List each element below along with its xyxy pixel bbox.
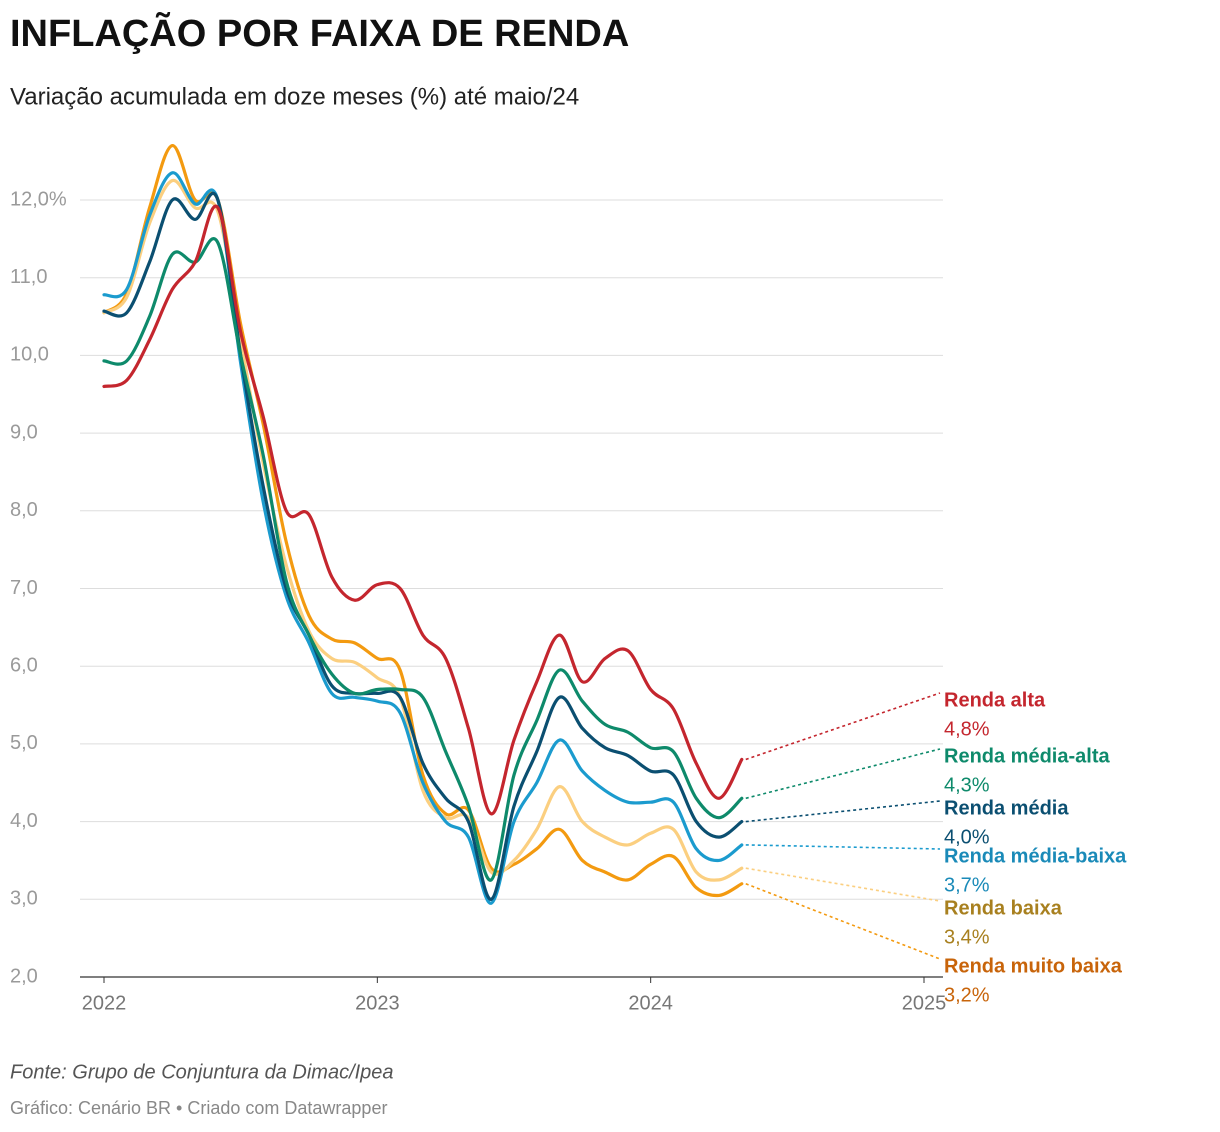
series-line bbox=[102, 237, 744, 882]
value-label: 4,3% bbox=[944, 774, 990, 796]
y-tick-label: 10,0 bbox=[10, 344, 49, 366]
y-tick-label: 5,0 bbox=[10, 732, 38, 754]
label-connector bbox=[745, 748, 941, 800]
series-line bbox=[102, 191, 744, 901]
y-tick-label: 9,0 bbox=[10, 421, 38, 443]
y-tick-label: 11,0 bbox=[10, 266, 47, 288]
label-connector bbox=[745, 883, 941, 960]
value-label: 4,0% bbox=[944, 826, 990, 848]
label-connector bbox=[745, 867, 941, 902]
legend-label: Renda baixa bbox=[944, 897, 1063, 919]
x-tick-label: 2023 bbox=[355, 992, 400, 1014]
credit: Gráfico: Cenário BR • Criado com Datawra… bbox=[10, 1098, 387, 1118]
legend-label: Renda alta bbox=[944, 689, 1046, 711]
chart-subtitle: Variação acumulada em doze meses (%) até… bbox=[10, 83, 579, 110]
y-tick-label: 2,0 bbox=[10, 965, 38, 987]
chart-title: INFLAÇÃO POR FAIXA DE RENDA bbox=[10, 11, 629, 55]
label-connector bbox=[745, 800, 941, 823]
value-label: 3,7% bbox=[944, 874, 990, 896]
y-tick-label: 8,0 bbox=[10, 499, 38, 521]
y-tick-label: 6,0 bbox=[10, 654, 38, 676]
series-line bbox=[102, 204, 744, 816]
x-tick-label: 2022 bbox=[82, 992, 127, 1014]
y-tick-label: 7,0 bbox=[10, 577, 38, 599]
label-connector bbox=[745, 844, 941, 850]
label-connector bbox=[745, 692, 941, 761]
value-label: 4,8% bbox=[944, 718, 990, 740]
value-label: 3,2% bbox=[944, 984, 990, 1006]
value-label: 3,4% bbox=[944, 926, 990, 948]
y-tick-label: 4,0 bbox=[10, 810, 38, 832]
y-tick-label: 3,0 bbox=[10, 888, 38, 910]
y-tick-label: 12,0% bbox=[10, 188, 67, 210]
legend-label: Renda média-alta bbox=[944, 745, 1110, 767]
legend-label: Renda média bbox=[944, 797, 1069, 819]
x-tick-label: 2024 bbox=[628, 992, 673, 1014]
source: Fonte: Grupo de Conjuntura da Dimac/Ipea bbox=[10, 1061, 394, 1083]
series-line bbox=[102, 171, 744, 905]
x-tick-label: 2025 bbox=[902, 992, 947, 1014]
legend-label: Renda muito baixa bbox=[944, 955, 1123, 977]
legend-label: Renda média-baixa bbox=[944, 845, 1127, 867]
